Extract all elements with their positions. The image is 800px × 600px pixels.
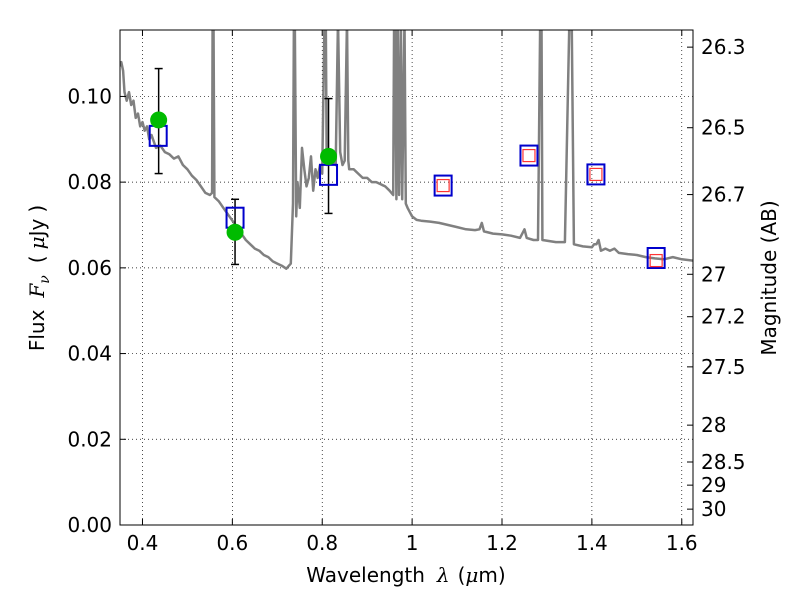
plot-frame xyxy=(119,29,694,526)
x-axis-title: Wavelength λ (μm) xyxy=(306,563,505,587)
right-tick-label: 27.5 xyxy=(701,355,746,379)
right-tick-label: 29 xyxy=(701,473,726,497)
x-axis-title-mu: μ xyxy=(465,563,478,587)
observed-flux-point xyxy=(226,223,244,241)
observed-flux-point xyxy=(320,147,338,165)
model-spectrum-line xyxy=(120,30,693,270)
x-axis-title-paren: ( xyxy=(458,563,466,587)
y-axis-title-mu: μ xyxy=(25,236,49,249)
model-flux-square xyxy=(519,144,539,167)
y-tick-label: 0.02 xyxy=(67,427,112,451)
right-tick-label: 26.3 xyxy=(701,35,746,59)
y-axis-title-paren-open: ( xyxy=(25,255,49,263)
y-tick-label: 0.10 xyxy=(67,84,112,108)
x-axis-title-word: Wavelength xyxy=(306,563,425,587)
y-tick-label: 0.06 xyxy=(67,256,112,280)
y-axis-title-word: Flux xyxy=(25,309,49,351)
x-tick-label: 1 xyxy=(406,531,419,555)
x-axis-title-unit: m) xyxy=(478,563,505,587)
x-tick-label: 0.4 xyxy=(127,531,159,555)
right-tick-label: 27 xyxy=(701,262,726,286)
x-tick-label: 1.2 xyxy=(486,531,518,555)
model-flux-square xyxy=(433,174,453,197)
y-axis-title-symbol: F xyxy=(25,283,49,299)
right-tick-label: 26.5 xyxy=(701,116,746,140)
x-tick-label: 0.8 xyxy=(306,531,338,555)
x-tick-label: 1.4 xyxy=(576,531,608,555)
y-tick-label: 0.04 xyxy=(67,342,112,366)
right-tick-label: 26.7 xyxy=(701,183,746,207)
model-flux-square xyxy=(646,247,666,269)
right-tick-label: 28.5 xyxy=(701,450,746,474)
model-flux-square xyxy=(586,163,606,186)
plot-area xyxy=(120,30,693,270)
right-axis-title: Magnitude (AB) xyxy=(757,200,781,355)
y-axis-title-subscript: ν xyxy=(37,275,53,284)
right-tick-label: 30 xyxy=(701,497,726,521)
observed-flux-point xyxy=(150,111,168,129)
right-tick-label: 28 xyxy=(701,413,726,437)
y-tick-label: 0.08 xyxy=(67,170,112,194)
right-tick-label: 27.2 xyxy=(701,305,746,329)
x-tick-label: 0.6 xyxy=(216,531,248,555)
upper-limit-square xyxy=(436,178,450,193)
y-axis-title-paren-close: ) xyxy=(25,205,49,213)
upper-limit-square xyxy=(649,253,663,268)
axis-ticks: 0.4 0.6 0.8 1 1.2 1.4 1.6 0.00 0.02 0.04 0.06 0.08 0… xyxy=(67,30,746,555)
y-axis-title: Flux Fν ( μJy) xyxy=(25,205,53,351)
markers xyxy=(148,67,666,269)
upper-limit-square xyxy=(589,167,603,182)
y-tick-label: 0.00 xyxy=(67,513,112,537)
x-tick-label: 1.6 xyxy=(666,531,698,555)
grid-lines xyxy=(120,30,693,526)
x-axis-title-symbol: λ xyxy=(436,563,450,587)
upper-limit-square xyxy=(522,148,536,163)
y-axis-title-unit: Jy xyxy=(25,218,49,238)
